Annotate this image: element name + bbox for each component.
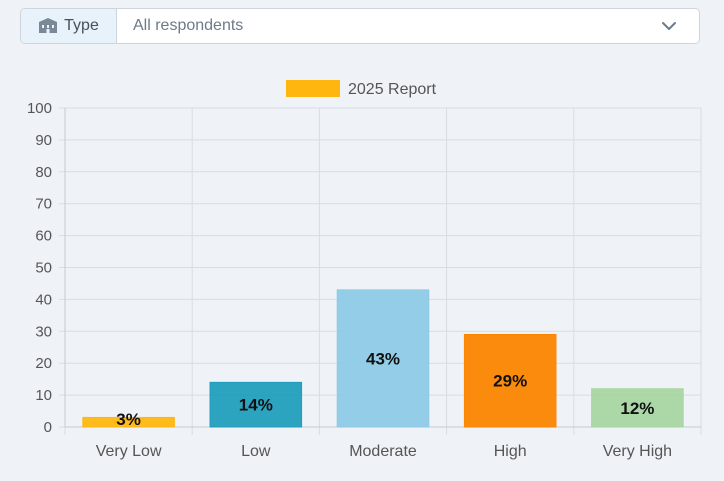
bar-very-high: [591, 388, 684, 428]
y-tick-label: 0: [44, 419, 52, 436]
y-tick-label: 10: [35, 387, 52, 404]
bar-value-label: 3%: [116, 410, 141, 429]
y-tick-label: 90: [35, 132, 52, 149]
x-tick-label: Very Low: [96, 443, 162, 460]
building-icon: [38, 18, 58, 34]
y-tick-label: 20: [35, 355, 52, 372]
filter-label-text: Type: [64, 17, 99, 34]
y-tick-label: 40: [35, 291, 52, 308]
filter-bar: Type All respondents: [20, 8, 700, 44]
y-tick-label: 80: [35, 164, 52, 181]
y-tick-label: 30: [35, 323, 52, 340]
bar-value-label: 12%: [620, 399, 654, 418]
y-tick-label: 60: [35, 228, 52, 245]
chevron-down-icon[interactable]: [661, 21, 677, 31]
bar-low: [209, 381, 303, 428]
bar-value-label: 14%: [239, 396, 273, 415]
legend-swatch: [286, 80, 340, 97]
y-tick-label: 100: [27, 100, 52, 117]
x-tick-label: High: [494, 443, 527, 460]
filter-selected-value: All respondents: [133, 17, 244, 34]
bar-high: [463, 333, 557, 428]
y-tick-label: 50: [35, 260, 52, 277]
filter-label: Type: [21, 9, 117, 43]
x-tick-label: Moderate: [349, 443, 417, 460]
bar-value-label: 29%: [493, 372, 527, 391]
bar-chart: 0 10 20 30 40 50 60 70 80 90 100 3% Very Low 14% Low 43…: [27, 80, 702, 460]
bar-very-low: [82, 416, 175, 428]
bar-moderate: [336, 289, 430, 428]
y-tick-label: 70: [35, 196, 52, 213]
x-tick-label: Low: [241, 443, 271, 460]
bar-value-label: 43%: [366, 349, 400, 368]
legend-label: 2025 Report: [348, 81, 437, 98]
x-tick-label: Very High: [603, 443, 672, 460]
respondent-type-select[interactable]: All respondents: [117, 9, 699, 43]
